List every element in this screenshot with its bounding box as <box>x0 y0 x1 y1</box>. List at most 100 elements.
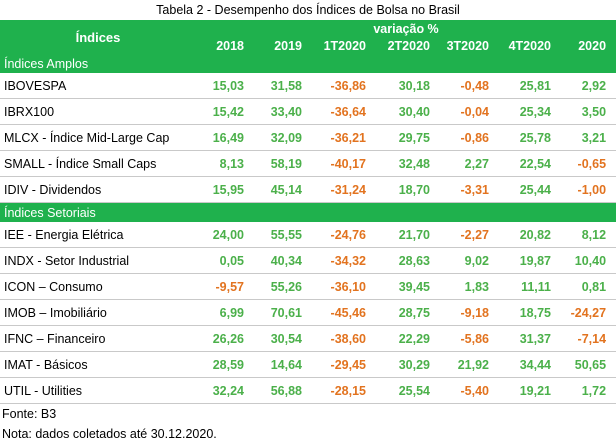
value-cell: -9,18 <box>440 299 499 326</box>
source-note: Fonte: B3 <box>2 407 57 421</box>
value-cell: 21,70 <box>376 222 440 248</box>
value-cell: -7,14 <box>561 325 616 352</box>
index-name: SMALL - Índice Small Caps <box>0 150 196 177</box>
value-cell: 28,59 <box>196 351 254 378</box>
value-cell: 6,99 <box>196 299 254 326</box>
value-cell: 40,34 <box>254 247 312 274</box>
value-cell: 21,92 <box>440 351 499 378</box>
date-note: Nota: dados coletados até 30.12.2020. <box>2 427 217 441</box>
indices-table: Índices variação % 2018 2019 1T2020 2T2020 3… <box>0 20 616 404</box>
table-row: IMOB – Imobiliário 6,99 70,61 -45,46 28,75 -9… <box>0 299 616 326</box>
value-cell: 32,24 <box>196 377 254 404</box>
value-cell: 20,82 <box>499 222 561 248</box>
value-cell: 1,72 <box>561 377 616 404</box>
value-cell: 45,14 <box>254 176 312 203</box>
value-cell: 10,40 <box>561 247 616 274</box>
table-row: IDIV - Dividendos 15,95 45,14 -31,24 18,70 -3… <box>0 176 616 203</box>
table-caption: Tabela 2 - Desempenho dos Índices de Bol… <box>156 3 460 17</box>
index-name: IEE - Energia Elétrica <box>0 222 196 248</box>
value-cell: 3,50 <box>561 98 616 125</box>
value-cell: 30,40 <box>376 98 440 125</box>
value-cell: 18,75 <box>499 299 561 326</box>
index-name: INDX - Setor Industrial <box>0 247 196 274</box>
table-row: IBOVESPA 15,03 31,58 -36,86 30,18 -0,48 25,81 2… <box>0 73 616 99</box>
value-cell: -45,46 <box>312 299 376 326</box>
value-cell: 28,75 <box>376 299 440 326</box>
table-row: MLCX - Índice Mid-Large Cap 16,49 32,09 -36… <box>0 124 616 151</box>
column-header: 1T2020 <box>323 38 366 53</box>
index-name: IDIV - Dividendos <box>0 176 196 203</box>
index-name: ICON – Consumo <box>0 273 196 300</box>
value-cell: -24,27 <box>561 299 616 326</box>
table-row: SMALL - Índice Small Caps 8,13 58,19 -40,17… <box>0 150 616 177</box>
value-cell: -0,65 <box>561 150 616 177</box>
value-cell: -36,10 <box>312 273 376 300</box>
value-cell: -36,86 <box>312 73 376 99</box>
value-cell: 18,70 <box>376 176 440 203</box>
index-name: IFNC – Financeiro <box>0 325 196 352</box>
value-cell: 30,18 <box>376 73 440 99</box>
table-row: IMAT - Básicos 28,59 14,64 -29,45 30,29 21,92… <box>0 351 616 378</box>
value-cell: -0,04 <box>440 98 499 125</box>
value-cell: -40,17 <box>312 150 376 177</box>
column-header: 2019 <box>274 38 302 53</box>
index-name: UTIL - Utilities <box>0 377 196 404</box>
value-cell: 19,87 <box>499 247 561 274</box>
value-cell: -0,86 <box>440 124 499 151</box>
value-cell: 0,81 <box>561 273 616 300</box>
value-cell: -34,32 <box>312 247 376 274</box>
value-cell: 2,92 <box>561 73 616 99</box>
table-row: UTIL - Utilities 32,24 56,88 -28,15 25,54 -5,… <box>0 377 616 404</box>
table-row: ICON – Consumo -9,57 55,26 -36,10 39,45 1,83 1… <box>0 273 616 300</box>
value-cell: 55,55 <box>254 222 312 248</box>
value-cell: -9,57 <box>196 273 254 300</box>
value-cell: 34,44 <box>499 351 561 378</box>
value-cell: 33,40 <box>254 98 312 125</box>
column-header: 4T2020 <box>508 38 551 53</box>
value-cell: 32,09 <box>254 124 312 151</box>
index-name: IBRX100 <box>0 98 196 125</box>
value-cell: 8,12 <box>561 222 616 248</box>
value-cell: -38,60 <box>312 325 376 352</box>
variation-header: variação % <box>373 21 439 36</box>
value-cell: 11,11 <box>499 273 561 300</box>
column-header: 2T2020 <box>387 38 430 53</box>
value-cell: 25,78 <box>499 124 561 151</box>
value-cell: 25,34 <box>499 98 561 125</box>
table-row: IBRX100 15,42 33,40 -36,64 30,40 -0,04 25,34 3,… <box>0 98 616 125</box>
value-cell: 25,44 <box>499 176 561 203</box>
value-cell: -28,15 <box>312 377 376 404</box>
column-header: 2020 <box>578 38 607 53</box>
column-header: 3T2020 <box>446 38 489 53</box>
value-cell: -36,21 <box>312 124 376 151</box>
value-cell: 19,21 <box>499 377 561 404</box>
value-cell: 25,54 <box>376 377 440 404</box>
value-cell: -2,27 <box>440 222 499 248</box>
section-title: Índices Amplos <box>0 54 616 73</box>
value-cell: 30,29 <box>376 351 440 378</box>
value-cell: 15,03 <box>196 73 254 99</box>
value-cell: 70,61 <box>254 299 312 326</box>
value-cell: 1,83 <box>440 273 499 300</box>
value-cell: 24,00 <box>196 222 254 248</box>
index-name: IBOVESPA <box>0 73 196 99</box>
section-row: Índices Amplos <box>0 54 616 73</box>
index-name: MLCX - Índice Mid-Large Cap <box>0 124 196 151</box>
value-cell: 2,27 <box>440 150 499 177</box>
value-cell: -0,48 <box>440 73 499 99</box>
section-title: Índices Setoriais <box>0 202 616 222</box>
value-cell: 28,63 <box>376 247 440 274</box>
value-cell: -36,64 <box>312 98 376 125</box>
value-cell: 39,45 <box>376 273 440 300</box>
table-row: INDX - Setor Industrial 0,05 40,34 -34,32 28… <box>0 247 616 274</box>
section-row: Índices Setoriais <box>0 202 616 222</box>
value-cell: -31,24 <box>312 176 376 203</box>
value-cell: 55,26 <box>254 273 312 300</box>
value-cell: 22,29 <box>376 325 440 352</box>
value-cell: -3,31 <box>440 176 499 203</box>
index-name: IMAT - Básicos <box>0 351 196 378</box>
value-cell: -5,86 <box>440 325 499 352</box>
value-cell: -5,40 <box>440 377 499 404</box>
value-cell: -1,00 <box>561 176 616 203</box>
value-cell: 9,02 <box>440 247 499 274</box>
